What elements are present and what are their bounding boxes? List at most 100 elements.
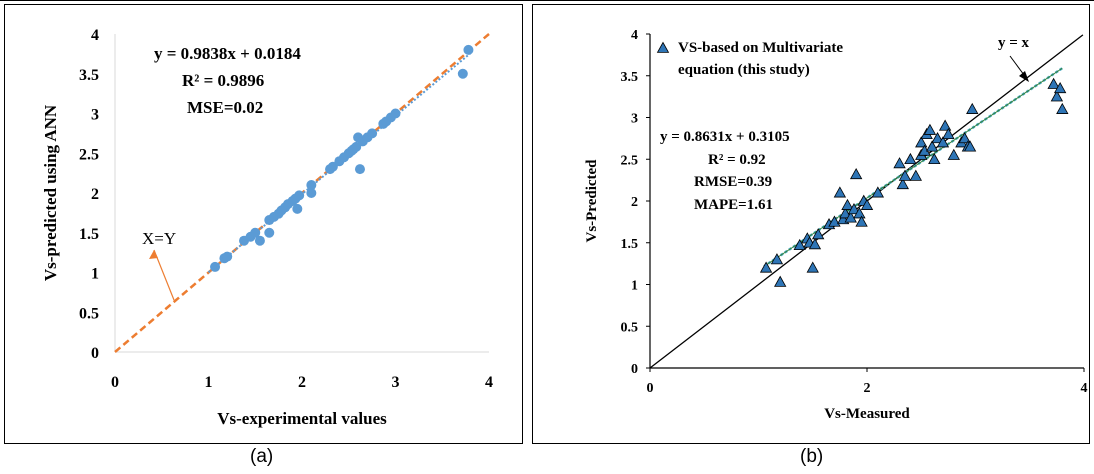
data-point [306,180,317,191]
y-tick-label: 2.5 [79,146,99,163]
mse-label: MSE=0.02 [187,98,263,117]
y-tick-label: 3 [631,112,638,127]
equation-label: y = 0.9838x + 0.0184 [154,44,301,63]
data-point [923,123,937,135]
panel-a-frame [4,4,523,444]
x-tick-label: 2 [864,381,871,396]
x-tick-label: 2 [298,374,306,391]
panel-b-frame [532,4,1090,444]
data-point [931,132,944,144]
data-point [250,227,261,238]
data-point [833,186,847,198]
chart-a: 0 1 2 3 4 0 0.5 1 1.5 2 2.5 3 3.5 4 X=Y y = 0.9838x + 0… [41,27,493,428]
y-tick-label: 3 [91,107,99,124]
x-y-label: X=Y [142,229,176,248]
data-point [896,177,909,190]
data-point [770,253,784,265]
data-point [871,186,885,198]
data-point [351,141,362,152]
data-point [936,136,950,148]
chart-b-marks [649,34,1084,369]
data-point [909,169,923,181]
data-point [958,132,971,144]
data-point [938,119,952,131]
data-point [222,251,233,262]
data-point [963,140,977,152]
data-point [925,140,939,152]
data-point [457,68,468,79]
chart-b: 0 2 4 0 0.5 1 1.5 2 2.5 3 3.5 4 VS-based on Multivar… [584,28,1088,422]
y-tick-label: 2.5 [621,153,639,168]
x-y-arrow-line [153,249,175,301]
data-point [254,235,265,246]
data-point [210,261,221,272]
data-point [1053,81,1067,94]
data-point [390,108,401,119]
y-tick-label: 4 [91,27,99,44]
y-tick-label: 3.5 [621,70,639,85]
data-point [904,152,917,165]
y-tick-label: 4 [631,28,638,43]
mape-label: MAPE=1.61 [694,197,773,213]
y-tick-label: 1 [631,279,638,294]
data-point [839,207,852,219]
data-point [354,164,365,175]
data-point [844,211,857,223]
data-point [928,152,941,165]
data-point [463,44,474,55]
chart-a-marks [114,33,490,353]
data-point [292,203,303,214]
data-point [806,261,819,273]
y-tick-label: 0.5 [79,305,99,322]
chart-b-axes [646,33,1085,372]
data-point [1056,102,1069,114]
chart-a-text: 0 1 2 3 4 0 0.5 1 1.5 2 2.5 3 3.5 4 X=Y y = 0.9838x + 0… [41,27,493,428]
y-tick-label: 2 [631,195,638,210]
x-tick-label: 0 [647,381,654,396]
data-point [793,238,806,251]
y-tick-label: 0 [91,345,99,362]
data-point [860,198,874,210]
caption-a: (a) [250,446,274,467]
chart-a-axes [114,34,489,353]
data-point [264,227,275,238]
data-point [306,188,317,198]
data-point [294,190,305,201]
y-axis-title: Vs-Predicted [584,159,600,243]
rmse-label: RMSE=0.39 [694,174,772,190]
x-tick-label: 4 [485,374,493,391]
y-tick-label: 0.5 [621,320,639,335]
data-point [327,161,338,172]
y-tick-label: 3.5 [79,67,99,84]
x-tick-label: 3 [392,374,400,391]
r2-label: R² = 0.9896 [182,71,264,90]
x-axis-title: Vs-Measured [824,406,910,422]
legend-label-line1: VS-based on Multivariate [678,40,843,56]
x-axis-title: Vs-experimental values [217,409,387,428]
y-tick-label: 1.5 [621,237,639,252]
data-point [367,128,378,139]
r2-label: R² = 0.92 [708,152,766,168]
data-point [841,198,854,210]
data-point [853,207,866,219]
x-y-arrow-head [149,250,158,259]
y-tick-label: 1 [91,266,99,283]
data-point [1047,77,1060,89]
data-point [942,127,955,140]
y-tick-label: 2 [91,186,99,203]
trendline-core [763,67,1063,267]
data-point [847,203,861,215]
top-border-line [0,0,1094,1]
x-tick-label: 0 [111,374,119,391]
data-point [966,102,979,114]
data-point [947,148,960,160]
y-tick-label: 1.5 [79,226,99,243]
equation-label: y = 0.8631x + 0.3105 [660,129,790,145]
data-point [893,157,906,169]
identity-label: y = x [998,35,1030,51]
identity-arrow-head [1019,71,1029,82]
data-point [898,169,912,181]
x-tick-label: 1 [205,374,213,391]
legend-label-line2: equation (this study) [678,62,810,78]
